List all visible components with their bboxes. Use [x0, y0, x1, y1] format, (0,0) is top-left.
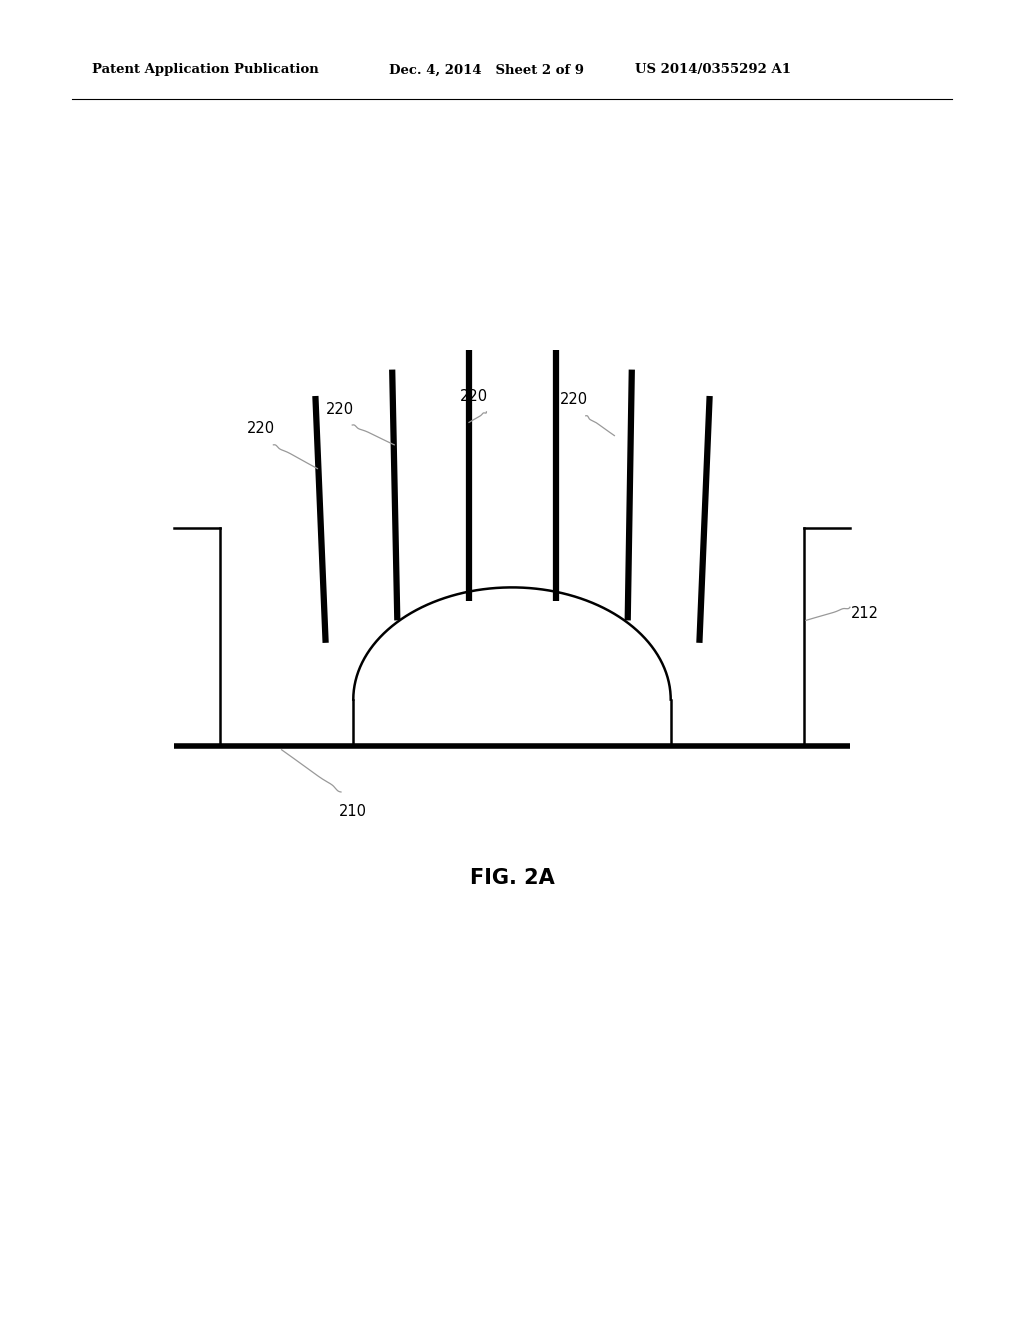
Text: Patent Application Publication: Patent Application Publication	[92, 63, 318, 77]
Text: US 2014/0355292 A1: US 2014/0355292 A1	[635, 63, 791, 77]
Text: 220: 220	[559, 392, 588, 408]
Text: 212: 212	[851, 606, 880, 622]
Text: FIG. 2A: FIG. 2A	[470, 867, 554, 888]
Text: 220: 220	[247, 421, 275, 437]
Text: Dec. 4, 2014   Sheet 2 of 9: Dec. 4, 2014 Sheet 2 of 9	[389, 63, 584, 77]
Text: 220: 220	[326, 401, 354, 417]
Text: 220: 220	[460, 388, 488, 404]
Text: 210: 210	[339, 804, 368, 820]
